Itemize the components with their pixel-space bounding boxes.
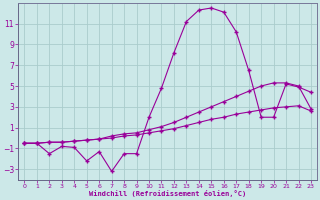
X-axis label: Windchill (Refroidissement éolien,°C): Windchill (Refroidissement éolien,°C) [89,190,246,197]
